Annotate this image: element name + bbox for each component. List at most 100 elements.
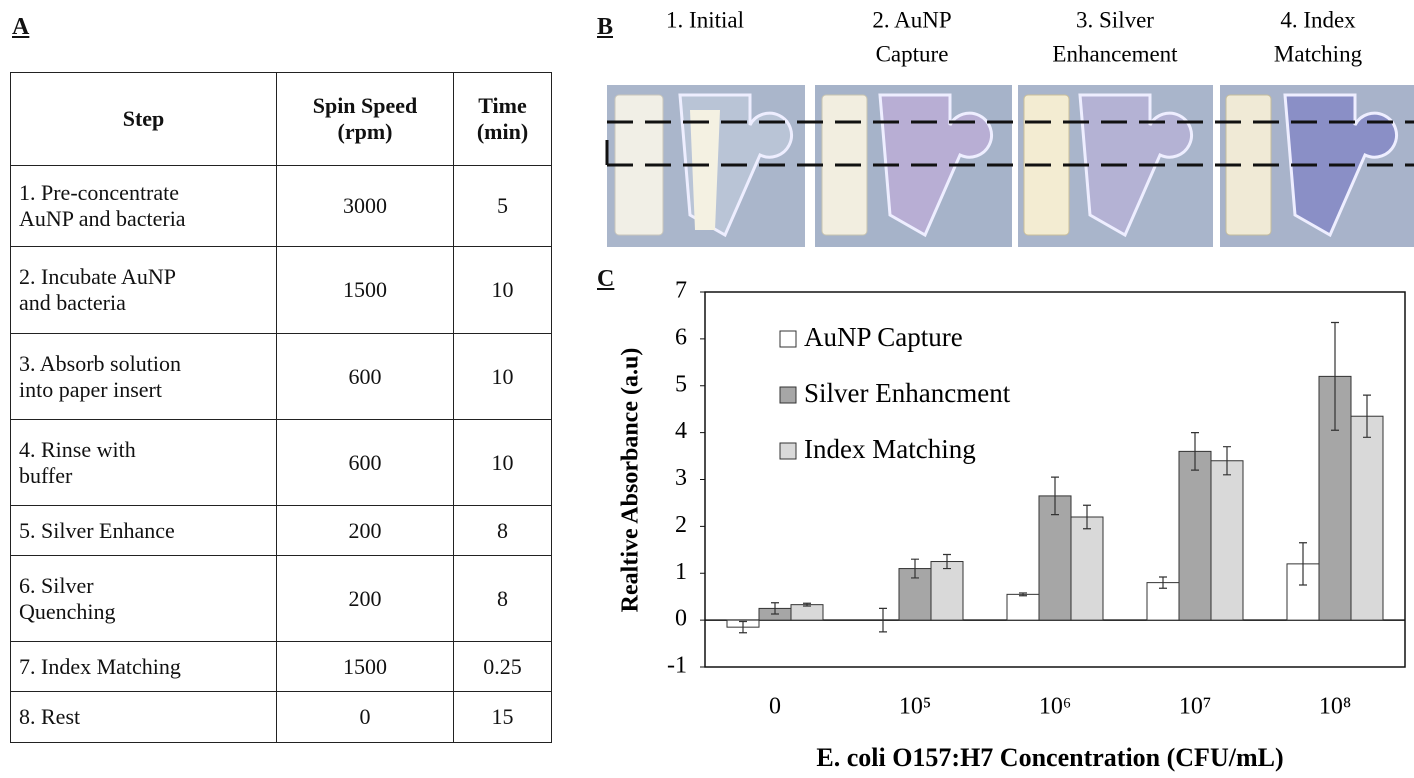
error-bar (771, 602, 779, 615)
table-row: 2. Incubate AuNP and bacteria 1500 10 (10, 246, 552, 334)
bar (1350, 415, 1384, 621)
panel-label: B (597, 14, 614, 40)
bar (1038, 495, 1072, 621)
error-bar (739, 620, 747, 634)
cell-text: 1500 (343, 277, 387, 302)
cell-text: into paper insert (19, 376, 162, 402)
legend-swatch (779, 386, 797, 404)
table-cell: 5. Silver Enhance (10, 505, 277, 556)
cell-text: 600 (348, 363, 382, 389)
panel-label: A (12, 14, 30, 40)
x-tick-label: 10⁷ (1179, 694, 1211, 720)
panel-label: C (597, 266, 615, 292)
cell-text: (rpm) (337, 119, 393, 144)
cell-text: 4. Rinse with (19, 436, 136, 462)
table-cell: 1500 (276, 246, 454, 334)
x-tick-label: 10⁸ (1319, 694, 1351, 720)
cell-text: 1500 (343, 653, 387, 679)
table-cell: 15 (453, 691, 552, 743)
error-bar (1019, 592, 1027, 597)
cell-text: 8 (497, 517, 508, 543)
error-bar (911, 558, 919, 579)
table-cell: 8. Rest (10, 691, 277, 743)
table-cell: 600 (276, 419, 454, 506)
table-cell: 5 (453, 165, 552, 247)
cell-text: 200 (348, 517, 382, 543)
table-cell: 200 (276, 505, 454, 556)
y-tick-label: 5 (675, 371, 687, 397)
header-cell: Step (10, 72, 277, 166)
legend-label: Silver Enhancment (804, 378, 1011, 408)
cell-text: 3000 (343, 193, 387, 218)
cell-text: 1. Pre-concentrate (19, 180, 180, 205)
table-cell: 600 (276, 333, 454, 420)
cell-text: Spin Speed (312, 93, 418, 118)
error-bar (1159, 576, 1167, 589)
error-bar (1083, 504, 1091, 530)
cell-text: 200 (348, 585, 382, 611)
cell-text: 10 (491, 277, 514, 302)
error-bar (1363, 394, 1371, 438)
table-cell: 1500 (276, 641, 454, 692)
table-row: 7. Index Matching 1500 0.25 (10, 641, 552, 692)
cell-text: 5. Silver Enhance (19, 517, 175, 543)
header-cell: Spin Speed (rpm) (276, 72, 454, 166)
error-bar (1299, 542, 1307, 586)
bar (1178, 450, 1212, 621)
y-tick-label: 3 (675, 465, 687, 491)
bar (1210, 460, 1244, 621)
header-row: Step Spin Speed (rpm) Time (min) (10, 72, 552, 166)
y-tick-label: 4 (675, 418, 687, 444)
cell-text: Quenching (19, 598, 116, 624)
error-bar (803, 602, 811, 607)
table-cell: 3. Absorb solution into paper insert (10, 333, 277, 420)
cell-text: Step (122, 106, 165, 131)
bar (1006, 593, 1040, 621)
cell-text: buffer (19, 462, 73, 488)
cell-text: 8 (497, 585, 508, 611)
y-tick-label: 6 (675, 324, 687, 350)
cell-text: 7. Index Matching (19, 653, 181, 679)
cell-text: 3. Absorb solution (19, 350, 181, 376)
header-cell: Time (min) (453, 72, 552, 166)
bar (790, 604, 824, 621)
legend-label: AuNP Capture (804, 322, 963, 352)
table-cell: 10 (453, 419, 552, 506)
region-outline (605, 120, 1414, 167)
legend-swatch (779, 442, 797, 460)
table-cell: 6. Silver Quenching (10, 555, 277, 642)
error-bar (943, 553, 951, 570)
table-cell: 10 (453, 246, 552, 334)
error-bar (1191, 432, 1199, 471)
step-title: 2. AuNP (872, 7, 951, 32)
bar (930, 561, 964, 621)
table-row: 6. Silver Quenching 200 8 (10, 555, 552, 642)
y-tick-label: -1 (667, 653, 687, 679)
x-tick-label: 0 (769, 694, 781, 720)
y-tick-label: 2 (675, 512, 687, 538)
table-cell: 7. Index Matching (10, 641, 277, 692)
cell-text: 5 (497, 193, 508, 218)
table-row: 8. Rest 0 15 (10, 691, 552, 743)
y-axis-title: Realtive Absorbance (a.u) (618, 348, 644, 613)
x-tick-label: 10⁶ (1039, 694, 1071, 720)
x-axis-title: E. coli O157:H7 Concentration (CFU/mL) (816, 743, 1283, 772)
cell-text: 10 (491, 363, 514, 389)
error-bar (1051, 476, 1059, 516)
step-title: Capture (876, 41, 949, 66)
table-cell: 4. Rinse with buffer (10, 419, 277, 506)
cell-text: Time (478, 93, 527, 118)
cell-text: 600 (348, 449, 382, 475)
cell-text: (min) (476, 119, 529, 144)
table-cell: 0 (276, 691, 454, 743)
cell-text: 0 (359, 704, 371, 729)
table-cell: 2. Incubate AuNP and bacteria (10, 246, 277, 334)
x-tick-label: 10⁵ (899, 694, 931, 720)
bar (1146, 582, 1180, 621)
cell-text: AuNP and bacteria (19, 206, 186, 231)
photo-panel: 1. Initial 2. AuNP Capture 3. Silver Enhance… (605, 7, 1414, 247)
error-bar (1223, 446, 1231, 476)
legend-label: Index Matching (804, 434, 976, 464)
